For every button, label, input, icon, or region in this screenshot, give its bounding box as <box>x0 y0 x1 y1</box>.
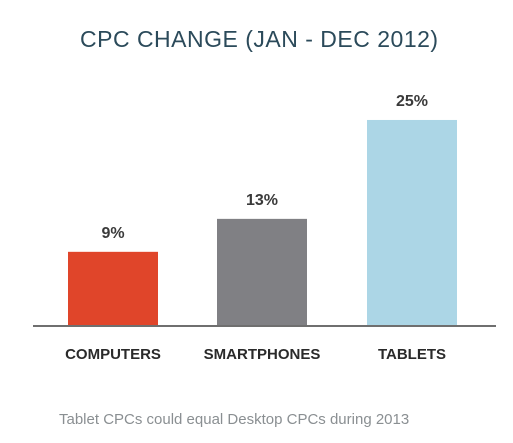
value-label-tablets: 25% <box>396 93 428 110</box>
chart-caption: Tablet CPCs could equal Desktop CPCs dur… <box>59 411 409 428</box>
category-label-tablets: TABLETS <box>378 346 446 363</box>
value-labels-group: 9% 13% 25% <box>101 93 428 242</box>
bar-smartphones <box>217 218 307 326</box>
bar-computers <box>68 251 158 326</box>
bars-group <box>68 119 457 326</box>
category-label-smartphones: SMARTPHONES <box>204 346 321 363</box>
value-label-smartphones: 13% <box>246 192 278 209</box>
chart-title: CPC CHANGE (JAN - DEC 2012) <box>80 26 439 52</box>
bar-tablets <box>367 119 457 326</box>
category-labels-group: COMPUTERS SMARTPHONES TABLETS <box>65 346 446 363</box>
category-label-computers: COMPUTERS <box>65 346 161 363</box>
value-label-computers: 9% <box>101 225 124 242</box>
